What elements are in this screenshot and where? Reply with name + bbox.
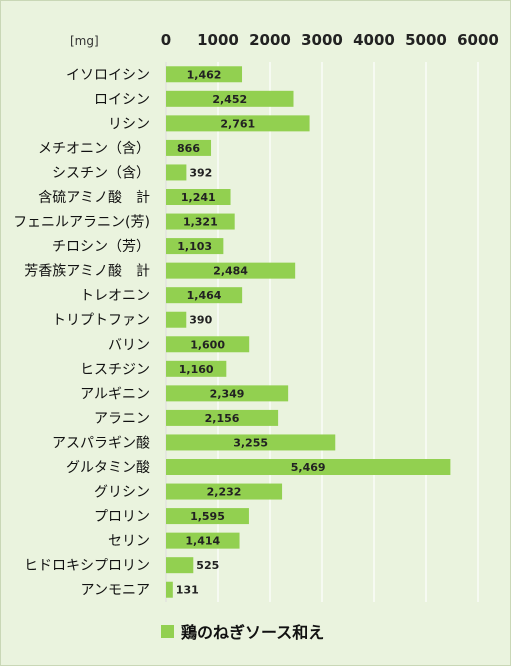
bar [166, 385, 289, 402]
x-tick-label: 0 [161, 31, 171, 49]
category-label: トリプトファン [52, 313, 150, 329]
x-tick-label: 4000 [353, 31, 395, 49]
unit-label: [mg] [70, 34, 99, 48]
data-label: 1,414 [185, 535, 220, 548]
category-label: トレオニン [80, 288, 150, 304]
category-label: 芳香族アミノ酸 計 [24, 263, 150, 280]
bar [166, 336, 250, 353]
bar [166, 459, 451, 475]
category-label: シスチン（含） [52, 165, 150, 181]
data-label: 2,232 [207, 486, 242, 499]
category-label: アンモニア [81, 583, 150, 599]
bar [166, 360, 227, 377]
bar [166, 262, 296, 279]
category-label: ロイシン [94, 92, 150, 108]
category-label: セリン [108, 534, 150, 550]
bar [166, 581, 173, 598]
data-label: 1,464 [187, 289, 222, 302]
category-label: ヒスチジン [80, 362, 150, 378]
x-tick-label: 1000 [197, 31, 239, 49]
data-label: 1,160 [179, 363, 214, 376]
category-label: グリシン [94, 485, 150, 501]
bar [166, 311, 187, 328]
category-label: グルタミン酸 [66, 460, 150, 476]
x-tick-label: 2000 [249, 31, 291, 49]
data-label: 2,452 [212, 93, 247, 106]
data-label: 1,595 [190, 510, 225, 523]
x-tick-label: 6000 [457, 31, 499, 49]
bar [166, 189, 231, 205]
category-label: プロリン [94, 509, 150, 525]
bar [166, 139, 212, 156]
data-label: 131 [176, 584, 199, 597]
bar [166, 90, 294, 107]
category-label: バリン [108, 337, 150, 353]
data-label: 392 [189, 166, 212, 179]
gridlines [165, 62, 479, 602]
bar [166, 115, 310, 132]
data-label: 866 [177, 142, 200, 155]
value-labels: 1,462 2,452 2,761 866 392 1,241 1,321 1,1032,48… [176, 68, 326, 596]
data-label: 2,484 [213, 265, 248, 278]
data-label: 1,103 [177, 240, 212, 253]
bar [166, 213, 235, 230]
category-label: アルギニン [80, 386, 150, 402]
data-label: 390 [189, 314, 212, 327]
legend-label: 鶏のねぎソース和え [181, 623, 324, 642]
bars [166, 66, 451, 598]
data-label: 3,255 [233, 436, 268, 449]
bar [166, 557, 194, 574]
category-label: メチオニン（含） [38, 141, 150, 157]
bar [166, 434, 336, 451]
data-label: 1,321 [183, 216, 218, 229]
data-label: 525 [196, 559, 219, 572]
category-label: フェニルアラニン(芳) [13, 214, 150, 231]
category-label: ヒドロキシプロリン [24, 558, 150, 574]
bar [166, 287, 243, 304]
category-label: イソロイシン [66, 67, 150, 83]
bar [166, 164, 187, 181]
bar [166, 409, 279, 426]
data-label: 1,241 [181, 191, 216, 204]
legend-swatch [161, 625, 174, 638]
data-label: 2,761 [220, 117, 255, 130]
bar [166, 483, 283, 500]
bar [166, 532, 240, 549]
bar [166, 508, 249, 525]
data-label: 1,600 [190, 338, 225, 351]
category-label: チロシン（芳） [52, 238, 150, 255]
category-label: 含硫アミノ酸 計 [38, 190, 150, 206]
bar [166, 66, 243, 83]
data-label: 1,462 [187, 68, 222, 81]
x-tick-label: 5000 [405, 31, 447, 49]
category-label: リシン [108, 116, 150, 132]
category-label: アラニン [94, 411, 150, 427]
category-label: アスパラギン酸 [52, 435, 150, 451]
x-tick-label: 3000 [301, 31, 343, 49]
data-label: 2,156 [205, 412, 240, 425]
x-axis-ticks: 0 1000 2000 3000 4000 5000 6000 [161, 31, 499, 49]
data-label: 2,349 [210, 387, 245, 400]
bar [166, 238, 224, 255]
data-label: 5,469 [291, 461, 326, 474]
